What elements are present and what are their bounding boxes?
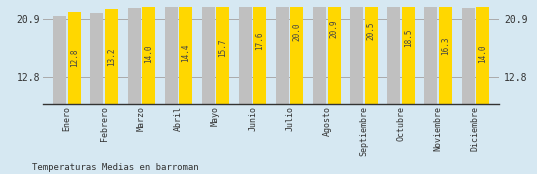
Bar	[165, 5, 178, 104]
Bar	[68, 12, 81, 104]
Text: Temperaturas Medias en barroman: Temperaturas Medias en barroman	[32, 163, 199, 172]
Bar	[424, 0, 438, 104]
Bar	[202, 0, 215, 104]
Text: 17.6: 17.6	[256, 32, 264, 50]
Text: 14.0: 14.0	[478, 45, 487, 63]
Bar	[179, 1, 192, 104]
Bar	[350, 0, 363, 104]
Bar	[276, 0, 289, 104]
Text: 20.5: 20.5	[367, 21, 376, 40]
Text: 14.4: 14.4	[181, 43, 190, 62]
Text: 12.8: 12.8	[70, 49, 79, 68]
Bar	[313, 0, 326, 104]
Text: 18.5: 18.5	[404, 28, 413, 47]
Bar	[239, 0, 252, 104]
Bar	[291, 0, 303, 104]
Bar	[53, 16, 67, 104]
Text: 20.0: 20.0	[293, 23, 301, 41]
Bar	[142, 3, 155, 104]
Text: 16.3: 16.3	[441, 36, 450, 55]
Bar	[365, 0, 378, 104]
Bar	[402, 0, 415, 104]
Bar	[439, 0, 452, 104]
Bar	[128, 8, 141, 104]
Text: 15.7: 15.7	[218, 38, 227, 57]
Bar	[90, 13, 104, 104]
Bar	[328, 0, 340, 104]
Bar	[462, 8, 475, 104]
Bar	[387, 0, 400, 104]
Text: 13.2: 13.2	[107, 48, 116, 66]
Bar	[105, 9, 118, 104]
Text: 14.0: 14.0	[144, 45, 153, 63]
Bar	[476, 3, 489, 104]
Bar	[216, 0, 229, 104]
Text: 20.9: 20.9	[330, 20, 339, 38]
Bar	[253, 0, 266, 104]
